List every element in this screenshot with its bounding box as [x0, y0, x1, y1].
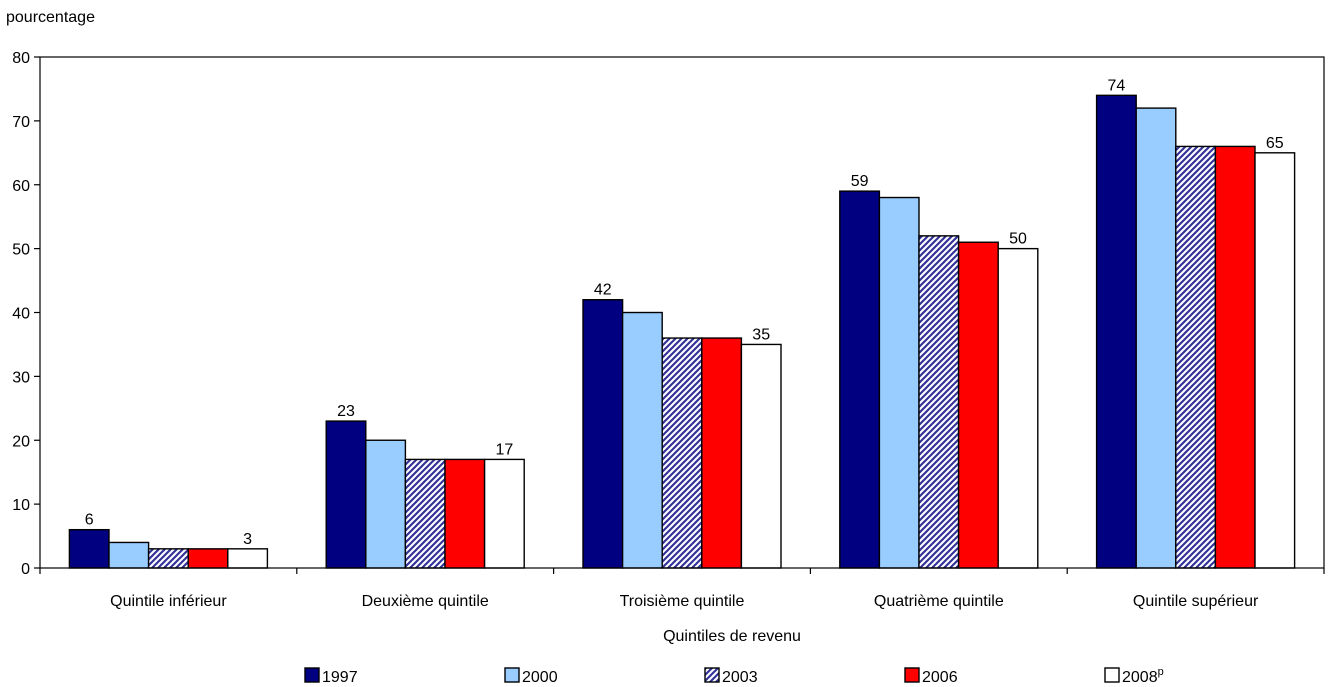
bar: [483, 458, 525, 569]
legend: 1997 2000 2003 2006 2008p: [304, 666, 1164, 686]
bar: [957, 241, 999, 569]
legend-label: 1997: [322, 669, 358, 686]
data-label: 23: [337, 403, 355, 420]
legend-swatch: [904, 667, 920, 683]
data-label: 42: [594, 282, 612, 299]
legend-label: 2003: [722, 669, 758, 686]
legend-label-text: 2003: [722, 669, 758, 686]
data-label: 35: [752, 326, 770, 343]
bars: [68, 94, 1296, 569]
legend-label-text: 2006: [922, 669, 958, 686]
data-label: 74: [1108, 77, 1126, 94]
legend-label-text: 1997: [322, 669, 358, 686]
bar: [325, 420, 367, 569]
y-tick-label: 60: [12, 178, 30, 195]
legend-label-superscript: p: [1158, 666, 1164, 678]
bar: [878, 196, 920, 569]
x-axis-title: Quintiles de revenu: [663, 628, 801, 645]
bar: [740, 343, 782, 569]
bar: [582, 299, 624, 569]
bar: [147, 548, 189, 569]
bar: [1175, 145, 1217, 569]
bar: [1135, 107, 1177, 569]
bar: [1214, 145, 1256, 569]
value-labels: 6 3 23 17 42 35 59 50 74 65: [85, 77, 1284, 548]
bar: [621, 311, 663, 569]
y-tick-label: 50: [12, 242, 30, 259]
bar: [1254, 152, 1296, 569]
y-tick-label: 40: [12, 306, 30, 323]
x-tick-label: Troisième quintile: [620, 593, 745, 610]
data-label: 3: [243, 531, 252, 548]
y-axis-title: pourcentage: [6, 9, 95, 26]
legend-label-text: 2008: [1122, 669, 1158, 686]
bar: [68, 528, 110, 569]
bar: [227, 548, 269, 569]
plot-area-frame: [39, 56, 1325, 569]
legend-label: 2000: [522, 669, 558, 686]
bar: [365, 439, 407, 569]
y-tick-label: 70: [12, 114, 30, 131]
y-axis-ticks: 0 10 20 30 40 50 60 70 80: [12, 50, 40, 578]
data-label: 59: [851, 173, 869, 190]
bar: [701, 337, 743, 569]
x-tick-label: Deuxième quintile: [362, 593, 489, 610]
legend-label: 2006: [922, 669, 958, 686]
bar: [997, 247, 1039, 569]
data-label: 6: [85, 512, 94, 529]
data-label: 17: [496, 441, 514, 458]
bar: [1095, 94, 1137, 569]
y-tick-label: 10: [12, 497, 30, 514]
y-tick-label: 20: [12, 433, 30, 450]
x-tick-label: Quintile supérieur: [1133, 593, 1259, 610]
y-tick-label: 0: [21, 561, 30, 578]
legend-label-text: 2000: [522, 669, 558, 686]
legend-label: 2008p: [1122, 666, 1164, 686]
legend-swatch: [704, 667, 720, 683]
x-tick-label: Quatrième quintile: [874, 593, 1004, 610]
bar: [404, 458, 446, 569]
data-label: 50: [1009, 231, 1027, 248]
bar: [918, 235, 960, 569]
legend-swatch: [504, 667, 520, 683]
y-tick-label: 30: [12, 369, 30, 386]
bar: [661, 337, 703, 569]
bar: [108, 541, 150, 569]
bar: [839, 190, 881, 569]
data-label: 65: [1266, 135, 1284, 152]
x-axis-ticks: Quintile inférieur Deuxième quintile Trois…: [39, 568, 1325, 610]
y-tick-label: 80: [12, 50, 30, 67]
bar: [187, 548, 229, 569]
bar: [444, 458, 486, 569]
x-tick-label: Quintile inférieur: [110, 593, 227, 610]
legend-swatch: [1104, 667, 1120, 683]
legend-swatch: [304, 667, 320, 683]
